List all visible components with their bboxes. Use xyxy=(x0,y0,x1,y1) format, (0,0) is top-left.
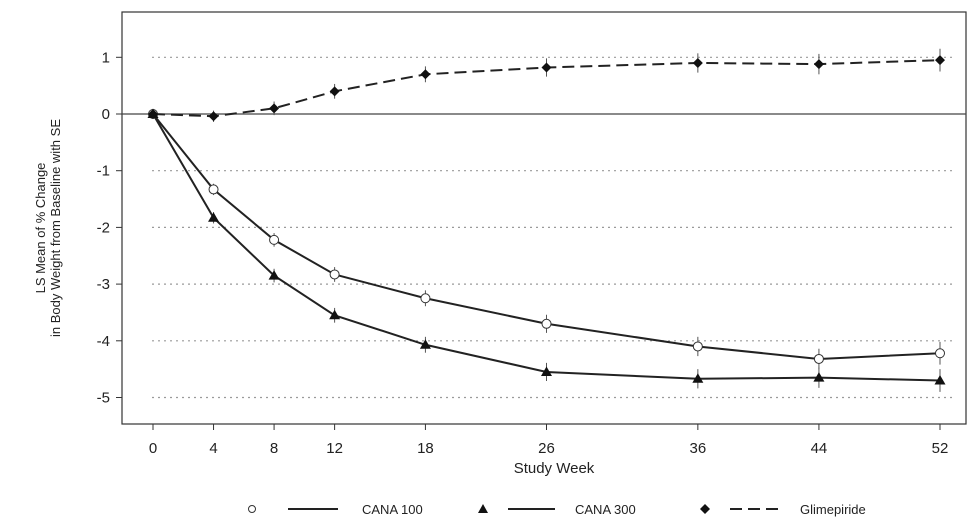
data-point xyxy=(419,339,431,349)
y-axis-title-line-2: in Body Weight from Baseline with SE xyxy=(48,119,63,337)
series-layer xyxy=(147,48,946,392)
data-point xyxy=(541,318,552,329)
data-point xyxy=(208,111,219,122)
y-tick-label: 0 xyxy=(102,106,110,123)
y-tick-label: 1 xyxy=(102,49,110,66)
data-point xyxy=(541,62,552,73)
legend-item-cana-300: CANA 300 xyxy=(478,502,636,517)
data-point xyxy=(935,348,945,359)
data-point xyxy=(692,373,704,383)
filled-diamond-marker-icon xyxy=(700,504,710,514)
data-point xyxy=(934,374,946,385)
data-point xyxy=(813,353,824,364)
series-cana-100 xyxy=(148,109,945,370)
x-tick-label: 0 xyxy=(149,440,157,457)
legend-item-cana-100: CANA 100 xyxy=(248,502,423,517)
data-point xyxy=(420,293,431,304)
series-cana-300 xyxy=(147,108,946,392)
series-glimepiride xyxy=(148,48,945,122)
y-axis: 1 0 -1 -2 -3 -4 -5 xyxy=(97,49,122,407)
data-point xyxy=(148,109,158,119)
data-point xyxy=(692,57,703,68)
x-tick-label: 36 xyxy=(690,440,707,457)
x-tick-label: 52 xyxy=(932,440,949,457)
y-tick-label: -1 xyxy=(97,163,110,180)
y-axis-title-line-1: LS Mean of % Change xyxy=(33,163,48,294)
x-tick-label: 26 xyxy=(538,440,555,457)
data-point xyxy=(329,309,341,320)
legend-item-glimepiride: Glimepiride xyxy=(700,502,866,517)
data-point xyxy=(208,212,220,222)
legend-label-cana-100: CANA 100 xyxy=(362,502,423,517)
series-line-cana-300 xyxy=(152,113,941,382)
data-point xyxy=(208,184,219,195)
legend-label-cana-300: CANA 300 xyxy=(575,502,636,517)
data-point xyxy=(935,55,945,66)
legend: CANA 100 CANA 300 Glimepiride xyxy=(248,502,866,517)
data-point xyxy=(813,59,824,70)
legend-label-glimepiride: Glimepiride xyxy=(800,502,866,517)
y-tick-label: -2 xyxy=(97,219,110,236)
x-tick-label: 4 xyxy=(209,440,217,457)
data-point xyxy=(420,69,431,80)
plot-frame xyxy=(121,11,967,425)
data-point xyxy=(269,234,280,245)
data-point xyxy=(329,86,340,97)
data-point xyxy=(692,341,703,352)
x-tick-label: 18 xyxy=(417,440,434,457)
data-point xyxy=(813,372,825,382)
x-tick-label: 44 xyxy=(811,440,828,457)
y-tick-label: -4 xyxy=(97,333,110,350)
data-point xyxy=(269,103,280,114)
open-circle-marker-icon xyxy=(248,505,256,513)
data-point xyxy=(541,366,552,376)
x-tick-label: 12 xyxy=(326,440,343,457)
x-axis: 0 4 8 12 18 26 36 44 52 xyxy=(149,424,949,457)
y-tick-label: -5 xyxy=(97,390,110,407)
x-tick-label: 8 xyxy=(270,440,278,457)
data-point xyxy=(329,269,340,280)
x-axis-title: Study Week xyxy=(514,460,595,477)
data-point xyxy=(268,270,280,280)
y-tick-label: -3 xyxy=(97,276,110,293)
filled-triangle-marker-icon xyxy=(478,504,488,513)
y-axis-title: LS Mean of % Change in Body Weight from … xyxy=(33,119,63,337)
